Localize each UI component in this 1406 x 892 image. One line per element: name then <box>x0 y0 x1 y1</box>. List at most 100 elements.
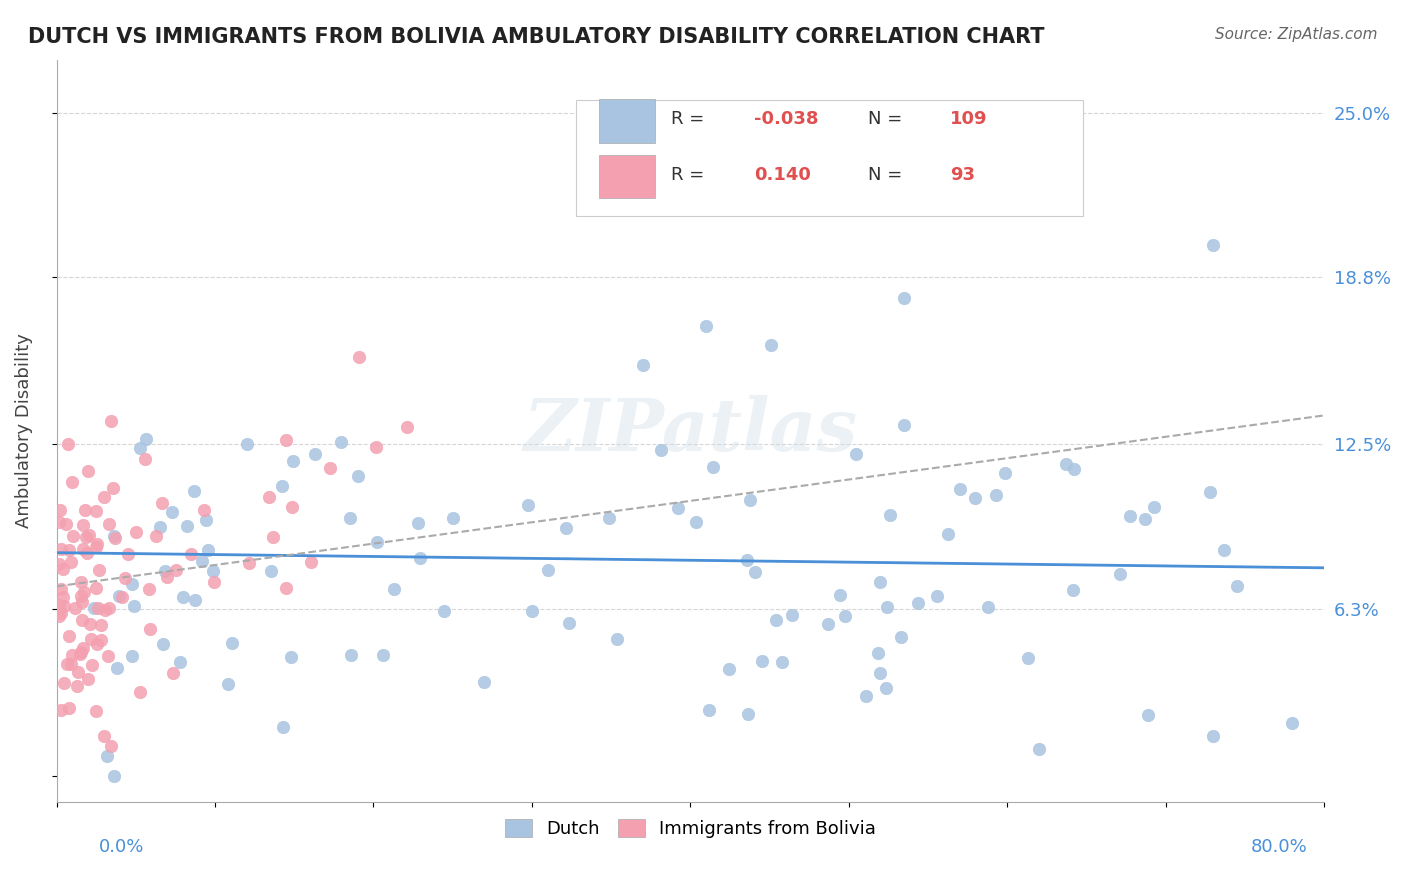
Point <box>666 501 689 516</box>
Point <box>554 521 576 535</box>
Point <box>49 541 72 556</box>
Point <box>522 604 544 618</box>
Point <box>517 498 540 512</box>
Point <box>58 701 80 715</box>
Text: DUTCH VS IMMIGRANTS FROM BOLIVIA AMBULATORY DISABILITY CORRELATION CHART: DUTCH VS IMMIGRANTS FROM BOLIVIA AMBULAT… <box>28 27 1045 46</box>
Point <box>761 338 783 352</box>
Point <box>866 646 889 660</box>
Point <box>1028 742 1050 756</box>
Point <box>382 582 405 596</box>
Point <box>1118 509 1140 524</box>
Point <box>1199 485 1222 500</box>
Point <box>129 684 152 698</box>
Point <box>347 469 370 483</box>
Text: 0.0%: 0.0% <box>98 838 143 856</box>
Point <box>697 703 720 717</box>
Point <box>236 437 259 451</box>
Point <box>49 703 72 717</box>
Point <box>184 593 207 607</box>
Point <box>156 570 179 584</box>
Point <box>765 613 787 627</box>
Point <box>329 435 352 450</box>
Point <box>60 475 83 489</box>
Point <box>845 447 868 461</box>
Point <box>441 511 464 525</box>
Point <box>76 546 98 560</box>
Point <box>152 637 174 651</box>
Point <box>56 657 79 672</box>
Point <box>1133 512 1156 526</box>
Point <box>67 665 90 679</box>
Point <box>70 613 93 627</box>
Point <box>737 707 759 722</box>
Point <box>395 419 418 434</box>
Point <box>339 648 361 663</box>
Point <box>271 479 294 493</box>
Point <box>879 508 901 522</box>
Point <box>347 350 370 364</box>
Legend: Dutch, Immigrants from Bolivia: Dutch, Immigrants from Bolivia <box>498 812 883 846</box>
Point <box>96 749 118 764</box>
Point <box>58 436 80 450</box>
Point <box>537 563 560 577</box>
Point <box>695 318 717 333</box>
FancyBboxPatch shape <box>599 99 655 143</box>
Point <box>58 629 80 643</box>
Point <box>1226 579 1249 593</box>
Point <box>631 358 654 372</box>
Point <box>121 577 143 591</box>
Point <box>830 588 852 602</box>
Point <box>202 564 225 578</box>
Point <box>598 510 620 524</box>
Point <box>606 632 628 647</box>
Point <box>197 543 219 558</box>
Point <box>301 555 323 569</box>
Text: R =: R = <box>671 110 710 128</box>
Point <box>84 705 107 719</box>
Point <box>907 596 929 610</box>
Point <box>364 441 387 455</box>
Point <box>202 574 225 589</box>
Point <box>60 648 83 663</box>
Point <box>138 582 160 597</box>
Point <box>217 676 239 690</box>
Point <box>111 590 134 604</box>
Point <box>93 729 115 743</box>
Point <box>129 442 152 456</box>
Point <box>183 484 205 499</box>
Point <box>176 518 198 533</box>
Point <box>155 564 177 578</box>
Point <box>90 618 112 632</box>
Text: Source: ZipAtlas.com: Source: ZipAtlas.com <box>1215 27 1378 42</box>
Point <box>48 558 70 572</box>
Point <box>702 459 724 474</box>
Point <box>63 601 86 615</box>
Point <box>53 676 76 690</box>
Point <box>48 609 70 624</box>
FancyBboxPatch shape <box>576 101 1083 216</box>
Point <box>986 488 1008 502</box>
Point <box>963 491 986 505</box>
Point <box>90 632 112 647</box>
Point <box>58 543 80 558</box>
Point <box>104 532 127 546</box>
Point <box>817 617 839 632</box>
Point <box>875 681 897 695</box>
Point <box>69 647 91 661</box>
Point <box>876 600 898 615</box>
Point <box>165 563 187 577</box>
Point <box>121 649 143 664</box>
Point <box>51 562 73 576</box>
Point <box>84 581 107 595</box>
Point <box>72 542 94 557</box>
Text: 93: 93 <box>950 166 976 184</box>
Point <box>73 503 96 517</box>
Point <box>94 603 117 617</box>
Point <box>84 503 107 517</box>
Point <box>65 679 87 693</box>
Point <box>72 518 94 533</box>
Point <box>262 530 284 544</box>
Point <box>238 556 260 570</box>
Point <box>70 574 93 589</box>
Point <box>1213 543 1236 558</box>
